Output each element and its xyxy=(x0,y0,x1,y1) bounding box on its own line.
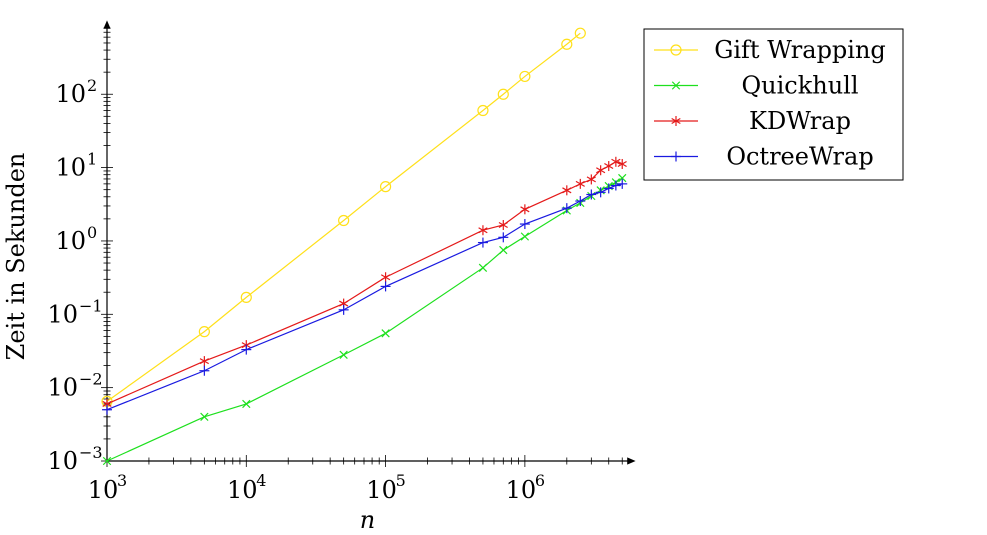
y-tick-label: 10 xyxy=(47,300,78,328)
legend-marker-quickhull xyxy=(671,81,681,90)
legend: Gift Wrapping Quickhull KDWrap OctreeWrap xyxy=(643,28,904,181)
legend-marker-octreewrap xyxy=(671,151,681,162)
data-point-kdwrap xyxy=(604,161,614,172)
data-point-quickhull xyxy=(339,350,348,360)
data-point-gift-wrapping xyxy=(497,88,509,100)
x-tick-exponent: 3 xyxy=(117,471,127,490)
y-tick-exponent: −2 xyxy=(79,370,103,389)
data-point-octreewrap xyxy=(586,189,597,200)
data-point-gift-wrapping xyxy=(379,181,392,193)
data-point-kdwrap xyxy=(380,272,391,283)
series-line-quickhull xyxy=(106,177,623,462)
data-point-octreewrap xyxy=(575,196,586,207)
data-point-kdwrap xyxy=(199,356,209,367)
data-point-quickhull xyxy=(200,412,209,422)
legend-marker-gift-wrapping xyxy=(670,44,682,56)
legend-box xyxy=(643,28,904,181)
x-tick-label: 10 xyxy=(506,476,537,504)
data-point-gift-wrapping xyxy=(477,104,489,117)
data-point-octreewrap xyxy=(102,404,112,415)
data-point-octreewrap xyxy=(603,183,614,194)
data-point-octreewrap xyxy=(199,365,210,376)
series-line-gift-wrapping xyxy=(106,32,581,402)
x-tick-label: 10 xyxy=(366,476,397,504)
data-point-gift-wrapping xyxy=(198,326,210,338)
y-tick-exponent: 2 xyxy=(87,76,97,95)
data-point-gift-wrapping xyxy=(519,70,531,83)
data-point-gift-wrapping xyxy=(338,214,350,227)
data-point-octreewrap xyxy=(595,187,606,198)
data-point-gift-wrapping xyxy=(561,38,573,50)
data-point-kdwrap xyxy=(520,204,530,215)
data-point-kdwrap xyxy=(478,225,488,236)
data-point-octreewrap xyxy=(241,344,252,355)
x-tick-exponent: 4 xyxy=(256,471,266,490)
legend-label-gift-wrapping: Gift Wrapping xyxy=(714,36,886,64)
data-point-octreewrap xyxy=(519,219,530,230)
data-point-quickhull xyxy=(242,399,251,409)
series-gift-wrapping xyxy=(101,27,586,407)
legend-marker-kdwrap xyxy=(671,116,681,126)
data-point-gift-wrapping xyxy=(240,291,252,303)
data-point-quickhull xyxy=(499,245,508,255)
data-point-quickhull xyxy=(618,173,627,183)
data-point-quickhull xyxy=(381,329,390,338)
x-tick-exponent: 6 xyxy=(535,471,545,490)
data-point-kdwrap xyxy=(596,165,606,176)
data-point-kdwrap xyxy=(575,178,585,189)
series-octreewrap xyxy=(102,178,628,415)
y-tick-exponent: 0 xyxy=(87,223,97,242)
y-tick-label: 10 xyxy=(55,80,86,108)
y-tick-label: 10 xyxy=(47,374,78,402)
series-layer xyxy=(101,27,628,466)
y-tick-label: 10 xyxy=(47,447,78,475)
y-axis-label: Zeit in Sekunden xyxy=(2,153,30,361)
y-tick-label: 10 xyxy=(55,227,86,255)
legend-label-octreewrap: OctreeWrap xyxy=(726,143,873,171)
x-tick-label: 10 xyxy=(88,476,119,504)
data-point-kdwrap xyxy=(498,219,508,230)
data-point-kdwrap xyxy=(617,158,627,169)
x-tick-exponent: 5 xyxy=(396,471,406,490)
y-tick-exponent: −1 xyxy=(79,296,103,315)
y-tick-exponent: 1 xyxy=(87,150,97,169)
legend-item-quickhull: Quickhull xyxy=(654,72,859,100)
data-point-quickhull xyxy=(520,232,530,241)
data-point-octreewrap xyxy=(561,203,572,214)
series-line-octreewrap xyxy=(106,183,623,411)
legend-item-kdwrap: KDWrap xyxy=(654,107,851,135)
data-point-octreewrap xyxy=(477,237,488,248)
data-point-kdwrap xyxy=(611,156,621,167)
y-tick-exponent: −3 xyxy=(79,443,103,462)
data-point-quickhull xyxy=(102,456,112,466)
data-point-gift-wrapping xyxy=(574,27,586,39)
x-tick-label: 10 xyxy=(227,476,258,504)
data-point-kdwrap xyxy=(562,185,572,196)
y-tick-label: 10 xyxy=(55,154,86,182)
data-point-octreewrap xyxy=(617,178,628,189)
legend-label-quickhull: Quickhull xyxy=(741,72,858,100)
data-point-octreewrap xyxy=(498,232,509,243)
data-point-octreewrap xyxy=(338,304,349,315)
data-point-kdwrap xyxy=(586,174,596,185)
data-point-octreewrap xyxy=(380,281,391,292)
series-line-kdwrap xyxy=(106,161,623,405)
data-point-quickhull xyxy=(478,263,488,273)
x-axis-label: n xyxy=(360,506,375,534)
legend-label-kdwrap: KDWrap xyxy=(749,107,851,135)
series-quickhull xyxy=(102,173,627,466)
legend-item-gift-wrapping: Gift Wrapping xyxy=(654,36,886,64)
legend-item-octreewrap: OctreeWrap xyxy=(654,143,874,171)
series-kdwrap xyxy=(102,156,627,409)
data-point-octreewrap xyxy=(610,180,621,191)
